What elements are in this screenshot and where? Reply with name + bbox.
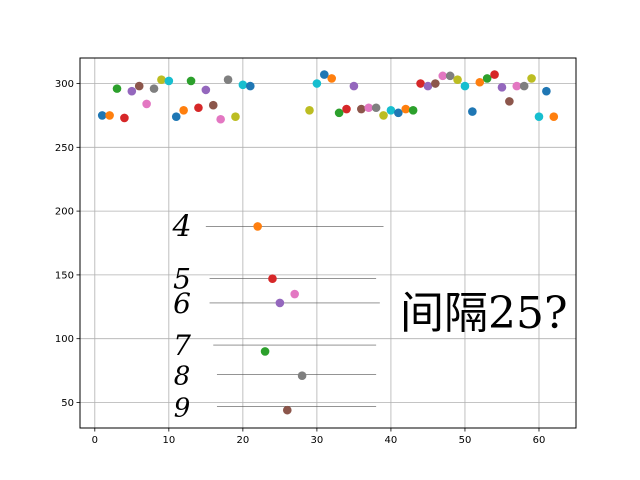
data-point <box>305 106 314 115</box>
data-point <box>342 104 351 114</box>
digit-label: 8 <box>174 361 191 391</box>
interval-note: 间隔25? <box>400 288 568 339</box>
data-point <box>142 99 151 109</box>
data-point <box>349 81 359 91</box>
data-point <box>327 74 337 83</box>
data-point <box>519 81 529 91</box>
data-point <box>431 79 440 88</box>
data-point <box>260 347 270 356</box>
digit-label: 5 <box>173 263 191 296</box>
data-point <box>527 74 536 83</box>
data-point <box>216 114 225 124</box>
data-point <box>245 81 255 91</box>
data-point <box>238 80 248 90</box>
data-point <box>134 81 144 91</box>
data-point <box>282 405 292 415</box>
data-point <box>401 104 411 114</box>
x-tick-label: 0 <box>92 435 98 446</box>
data-point <box>357 104 366 114</box>
data-point <box>127 86 137 96</box>
data-point <box>505 97 514 106</box>
data-point <box>97 111 107 120</box>
digit-label: 7 <box>173 329 191 362</box>
x-tick-label: 20 <box>236 435 249 446</box>
data-point <box>171 112 181 121</box>
y-tick-label: 200 <box>55 207 74 218</box>
y-tick-label: 100 <box>55 334 74 345</box>
data-point <box>253 222 262 231</box>
plot-frame <box>79 57 577 429</box>
data-point <box>268 274 277 284</box>
data-point <box>334 108 344 118</box>
data-point <box>534 112 544 121</box>
x-tick-label: 30 <box>311 435 324 446</box>
x-tick-label: 40 <box>385 435 398 446</box>
handwritten-annotations: 4 56 789 间隔25? <box>171 209 567 423</box>
data-point <box>164 76 174 86</box>
y-tick-label: 300 <box>55 79 74 90</box>
grid-lines <box>80 58 576 428</box>
data-point <box>275 298 285 308</box>
data-point <box>394 108 403 118</box>
data-point <box>549 112 559 121</box>
data-point <box>231 112 240 121</box>
data-point <box>186 76 196 86</box>
y-tick-label: 150 <box>55 270 74 281</box>
data-point <box>408 106 418 115</box>
data-point <box>208 100 218 110</box>
data-point <box>290 289 299 299</box>
data-point <box>149 84 159 93</box>
data-point <box>490 70 499 79</box>
data-point <box>371 103 381 113</box>
data-point <box>468 107 477 116</box>
data-point <box>438 71 448 81</box>
data-points <box>97 70 559 415</box>
data-point <box>482 74 492 83</box>
x-tick-label: 50 <box>459 435 472 446</box>
data-point <box>297 371 307 380</box>
data-point <box>312 79 322 88</box>
data-point <box>201 85 211 95</box>
data-point <box>497 83 507 92</box>
data-point <box>112 84 122 93</box>
y-tick-label: 250 <box>55 143 74 154</box>
data-point <box>319 70 329 79</box>
y-tick-label: 50 <box>61 398 74 409</box>
digit-label: 4 <box>171 209 191 244</box>
data-point <box>194 103 203 113</box>
data-point <box>120 113 129 123</box>
annotation-lines <box>205 226 384 407</box>
data-point <box>445 71 455 81</box>
data-point <box>386 106 396 115</box>
data-point <box>223 75 233 84</box>
data-point <box>364 103 374 113</box>
axis-ticks: 0 10 20 30 40 50 60 50 100 150 200 250 300 <box>55 79 545 446</box>
x-tick-label: 60 <box>533 435 546 446</box>
digit-label: 6 <box>173 287 191 320</box>
data-point <box>105 111 114 120</box>
data-point <box>453 75 462 84</box>
data-point <box>512 81 522 91</box>
data-point <box>379 111 388 120</box>
digit-label: 9 <box>174 393 191 423</box>
data-point <box>460 81 470 91</box>
data-point <box>179 106 188 115</box>
data-point <box>475 77 485 87</box>
data-point <box>542 86 551 96</box>
data-point <box>416 79 425 88</box>
data-point <box>157 75 166 84</box>
data-point <box>423 81 433 91</box>
x-tick-label: 10 <box>162 435 175 446</box>
